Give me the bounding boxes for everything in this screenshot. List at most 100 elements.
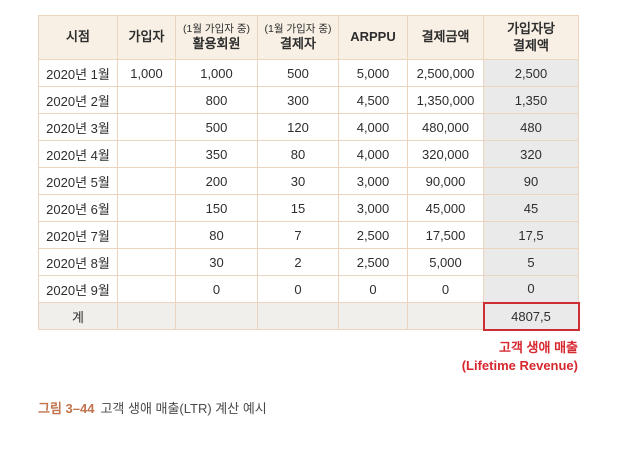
table-cell: 45: [483, 194, 579, 222]
header-cell-1: 가입자: [117, 15, 176, 60]
total-cell: [338, 302, 408, 330]
table-cell: 80: [175, 221, 258, 249]
header-label: 가입자당: [507, 21, 555, 37]
table-cell: [117, 275, 176, 303]
ltr-table-body: 2020년 1월 1,000 1,000 500 5,000 2,500,000 2,500…: [38, 59, 580, 331]
table-cell: 4,000: [338, 113, 408, 141]
table-cell: 500: [175, 113, 258, 141]
header-label: 결제자: [280, 36, 316, 52]
table-cell: 2020년 5월: [38, 167, 118, 195]
table-cell: 3,000: [338, 167, 408, 195]
table-row: 2020년 8월 30 2 2,500 5,000 5: [38, 248, 579, 276]
table-cell: 2,500: [483, 59, 579, 87]
header-label: 결제액: [513, 37, 549, 53]
header-label: 가입자: [128, 29, 165, 45]
ltr-table-header: 시점 가입자 (1월 가입자 중) 활용회원 (1월 가입자 중) 결제자 ARPPU 결제금…: [38, 15, 579, 60]
header-cell-4: ARPPU: [338, 15, 408, 60]
ltr-table: 시점 가입자 (1월 가입자 중) 활용회원 (1월 가입자 중) 결제자 ARPPU 결제금…: [38, 15, 580, 331]
table-cell: 0: [407, 275, 484, 303]
table-cell: 2020년 4월: [38, 140, 118, 168]
header-row: 시점 가입자 (1월 가입자 중) 활용회원 (1월 가입자 중) 결제자 ARPPU 결제금…: [38, 15, 579, 60]
figure-caption: 그림 3–44 고객 생애 매출(LTR) 계산 예시: [38, 398, 578, 417]
header-label: 활용회원: [192, 36, 241, 52]
table-cell: 90: [483, 167, 579, 195]
total-cell: [117, 302, 176, 330]
annotation-line-english: (Lifetime Revenue): [461, 358, 578, 374]
table-cell: 2020년 9월: [38, 275, 118, 303]
table-cell: 1,000: [117, 59, 176, 87]
table-row: 2020년 7월 80 7 2,500 17,500 17,5: [38, 221, 579, 249]
table-cell: 150: [175, 194, 258, 222]
table-cell: 1,350: [483, 86, 579, 114]
table-cell: 2020년 1월: [38, 59, 118, 87]
table-cell: 320,000: [407, 140, 484, 168]
table-row: 2020년 3월 500 120 4,000 480,000 480: [38, 113, 579, 141]
table-cell: 0: [338, 275, 408, 303]
table-cell: 120: [257, 113, 339, 141]
total-row: 계 4807,5: [38, 301, 580, 331]
table-cell: 0: [257, 275, 339, 303]
table-cell: 2,500,000: [407, 59, 484, 87]
table-cell: 0: [175, 275, 258, 303]
figure-caption-label: 그림 3–44: [38, 401, 95, 417]
table-cell: 200: [175, 167, 258, 195]
table-cell: 90,000: [407, 167, 484, 195]
header-cell-3: (1월 가입자 중) 결제자: [257, 15, 339, 60]
table-cell: 350: [175, 140, 258, 168]
table-cell: [117, 86, 176, 114]
header-cell-5: 결제금액: [407, 15, 484, 60]
header-cell-2: (1월 가입자 중) 활용회원: [175, 15, 258, 60]
table-cell: 3,000: [338, 194, 408, 222]
table-cell: [117, 140, 176, 168]
table-cell: 0: [483, 275, 579, 303]
header-label: ARPPU: [350, 29, 396, 45]
table-cell: 500: [257, 59, 339, 87]
table-cell: 2020년 7월: [38, 221, 118, 249]
table-cell: 2020년 6월: [38, 194, 118, 222]
table-cell: 17,5: [483, 221, 579, 249]
lifetime-revenue-annotation: 고객 생애 매출 (Lifetime Revenue): [38, 339, 578, 377]
table-cell: 320: [483, 140, 579, 168]
total-cell: 계: [38, 302, 118, 330]
table-cell: 30: [257, 167, 339, 195]
ltr-figure: 시점 가입자 (1월 가입자 중) 활용회원 (1월 가입자 중) 결제자 ARPPU 결제금…: [38, 15, 580, 417]
header-cell-6: 가입자당 결제액: [483, 15, 579, 60]
total-value-cell: 4807,5: [482, 301, 580, 331]
table-cell: 15: [257, 194, 339, 222]
total-cell: [175, 302, 258, 330]
header-note: (1월 가입자 중): [183, 22, 250, 35]
table-cell: 2020년 8월: [38, 248, 118, 276]
header-label: 결제금액: [421, 29, 470, 45]
header-note: (1월 가입자 중): [264, 22, 332, 35]
table-cell: 2,500: [338, 248, 408, 276]
annotation-line-korean: 고객 생애 매출: [499, 339, 578, 355]
table-row: 2020년 2월 800 300 4,500 1,350,000 1,350: [38, 86, 579, 114]
total-cell: [257, 302, 339, 330]
table-cell: [117, 113, 176, 141]
table-cell: 45,000: [407, 194, 484, 222]
table-cell: 1,350,000: [407, 86, 484, 114]
table-cell: 5: [483, 248, 579, 276]
table-cell: 480: [483, 113, 579, 141]
header-cell-0: 시점: [38, 15, 118, 60]
table-cell: [117, 248, 176, 276]
table-cell: 2020년 2월: [38, 86, 118, 114]
table-cell: 5,000: [338, 59, 408, 87]
table-row: 2020년 9월 0 0 0 0 0: [38, 275, 579, 303]
table-cell: 80: [257, 140, 339, 168]
table-cell: 4,500: [338, 86, 408, 114]
table-cell: 2020년 3월: [38, 113, 118, 141]
table-cell: 4,000: [338, 140, 408, 168]
table-row: 2020년 5월 200 30 3,000 90,000 90: [38, 167, 579, 195]
table-cell: 5,000: [407, 248, 484, 276]
table-cell: [117, 167, 176, 195]
table-cell: [117, 194, 176, 222]
table-cell: 7: [257, 221, 339, 249]
table-cell: 30: [175, 248, 258, 276]
figure-caption-text: 고객 생애 매출(LTR) 계산 예시: [100, 401, 267, 417]
table-cell: 300: [257, 86, 339, 114]
table-cell: 2,500: [338, 221, 408, 249]
table-row: 2020년 4월 350 80 4,000 320,000 320: [38, 140, 579, 168]
table-row: 2020년 6월 150 15 3,000 45,000 45: [38, 194, 579, 222]
